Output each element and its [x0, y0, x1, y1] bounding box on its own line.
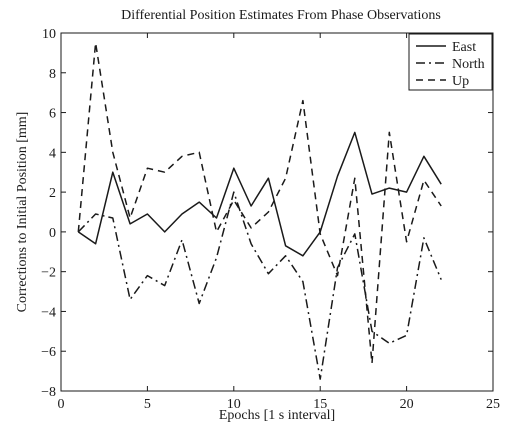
chart-title: Differential Position Estimates From Pha…: [121, 8, 441, 23]
series-line-up: [77, 42, 442, 364]
plot-frame: [60, 32, 494, 392]
y-tick-label: 10: [42, 27, 56, 42]
y-tick-label: −6: [41, 345, 56, 360]
x-tick-label: 15: [313, 397, 327, 412]
y-tick-label: −4: [41, 305, 56, 320]
x-tick-label: 25: [486, 397, 500, 412]
legend: East North Up: [408, 33, 493, 91]
legend-label-up: Up: [452, 74, 469, 89]
series-line-east: [77, 131, 442, 257]
y-tick-label: 2: [49, 186, 56, 201]
legend-label-east: East: [452, 40, 476, 55]
x-axis-label: Epochs [1 s interval]: [219, 408, 335, 423]
x-tick-label: 0: [58, 397, 65, 412]
x-tick-label: 20: [400, 397, 414, 412]
y-tick-label: 0: [49, 226, 56, 241]
y-axis-label: Corrections to Initial Position [mm]: [15, 112, 30, 313]
series-line-north: [77, 191, 442, 380]
y-tick-label: −8: [41, 385, 56, 400]
y-tick-label: 6: [49, 107, 56, 122]
y-tick-label: 4: [49, 146, 56, 161]
legend-label-north: North: [452, 57, 485, 72]
axis-ticks: 0 5 10 15 20 25 −8 −6 −4 −2 0 2 4 6 8 10: [41, 27, 500, 412]
y-tick-label: 8: [49, 67, 56, 82]
x-tick-label: 10: [227, 397, 241, 412]
y-tick-label: −2: [41, 266, 56, 281]
series-layer: [77, 42, 442, 380]
x-tick-label: 5: [144, 397, 151, 412]
